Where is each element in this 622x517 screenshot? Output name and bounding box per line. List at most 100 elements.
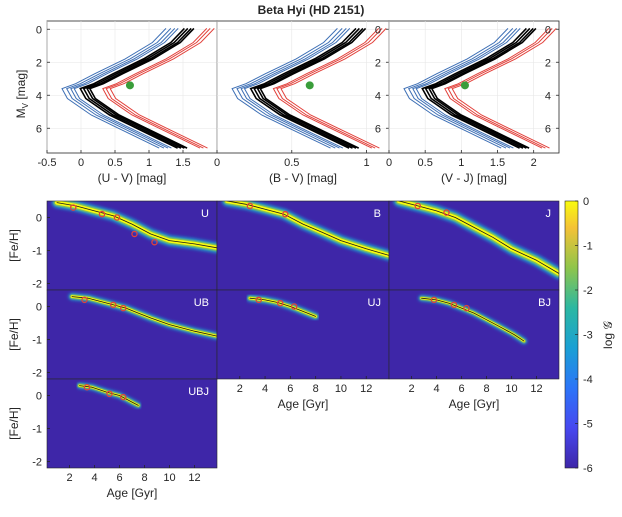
heat-xtick-label: 2 — [408, 383, 414, 395]
cmd-ytick-label: 0 — [545, 24, 551, 36]
heat-panel-label: J — [546, 208, 552, 220]
heat-ytick-label: -2 — [32, 456, 42, 468]
heat-panel-label: BJ — [538, 297, 551, 309]
cmd-xtick-label: 1.5 — [175, 157, 190, 169]
star-marker — [460, 81, 469, 90]
colorbar-tick-label: -4 — [583, 374, 593, 386]
heat-xtick-label: 8 — [141, 472, 147, 484]
heat-xtick-label: 2 — [66, 472, 72, 484]
heat-ylabel: [Fe/H] — [7, 407, 21, 440]
star-marker — [305, 81, 314, 90]
heat-ylabel: [Fe/H] — [7, 318, 21, 351]
isochrone-black-2 — [424, 27, 531, 149]
heat-ytick-label: 0 — [36, 301, 42, 313]
cmd-ytick-label: 0 — [36, 24, 42, 36]
isochrone-black-3 — [427, 27, 534, 149]
isochrone-red-2 — [447, 28, 553, 149]
red-marker — [131, 230, 138, 238]
red-marker — [414, 202, 421, 210]
cmd-ytick-label: 6 — [36, 123, 42, 135]
isochrone-blue-1 — [61, 28, 167, 149]
heat-band — [393, 201, 559, 280]
cmd-xtick-label: 0 — [214, 157, 220, 169]
red-marker — [246, 202, 254, 210]
isochrone-red-3 — [280, 28, 387, 149]
cmd-xtick-label: 2 — [531, 157, 537, 169]
isochrone-blue-3 — [70, 28, 176, 149]
cmd-panels: -0.5 0 0.5 1 1.5 (U - V) [mag] 0 2 4 6 0 0.5 1 (B - V… — [36, 20, 560, 185]
red-marker — [120, 304, 127, 312]
isochrone-black-4 — [259, 27, 367, 149]
heat-band — [246, 294, 320, 320]
red-marker — [151, 238, 158, 246]
isochrone-black-1 — [421, 27, 527, 149]
colorbar-tick-label: -5 — [583, 419, 593, 431]
red-marker — [450, 301, 458, 309]
heat-xlabel: Age [Gyr] — [278, 397, 329, 411]
isochrone-blue-1 — [403, 28, 509, 149]
heat-panel-bj: BJ 2 4 6 8 10 12 Age [Gyr] — [388, 289, 560, 411]
heat-axes-box — [46, 378, 218, 469]
heat-xtick-label: 10 — [163, 472, 175, 484]
heat-xtick-label: 6 — [287, 383, 293, 395]
heat-panel-label: UB — [194, 297, 209, 309]
red-marker — [282, 210, 289, 218]
cmd-xtick-label: 0 — [386, 157, 392, 169]
heat-xtick-label: 12 — [530, 383, 542, 395]
band-contour — [71, 296, 217, 337]
isochrone-blue-4 — [415, 28, 521, 149]
heat-band — [418, 295, 527, 345]
band-contour — [421, 297, 525, 342]
cmd-xtick-label: 1 — [458, 157, 464, 169]
red-marker — [83, 383, 91, 391]
isochrone-red-1 — [272, 28, 380, 149]
cmd-xlabel: (U - V) [mag] — [98, 171, 167, 185]
isochrone-blue-3 — [412, 28, 518, 149]
cmd-panel-3: 0 0.5 1 1.5 2 (V - J) [mag] 0 2 4 6 — [386, 20, 560, 185]
cmd-grid — [216, 21, 389, 153]
heat-background — [217, 290, 389, 379]
band-contour — [56, 202, 217, 249]
heat-xtick-label: 4 — [91, 472, 97, 484]
isochrone-red-1 — [444, 28, 550, 149]
colorbar-tick-label: 0 — [583, 196, 589, 208]
isochrone-blue-4 — [73, 28, 179, 149]
cmd-xtick-label: 1 — [146, 157, 152, 169]
cmd-xtick-label: 0 — [78, 157, 84, 169]
heat-xtick-label: 2 — [237, 383, 243, 395]
cmd-xtick-label: 1.5 — [490, 157, 505, 169]
isochrone-blue-2 — [407, 28, 514, 149]
red-marker — [106, 390, 113, 398]
isochrone-red-1 — [102, 28, 208, 149]
heat-xtick-label: 6 — [116, 472, 122, 484]
red-marker — [120, 393, 127, 401]
isochrone-black-3 — [85, 27, 192, 149]
isochrone-blue-3 — [240, 28, 347, 149]
heat-band — [68, 293, 217, 340]
cmd-xtick-label: 1 — [364, 157, 370, 169]
cmd-ytick-label: 2 — [375, 57, 381, 69]
band-contour — [249, 297, 316, 317]
heat-axes-box — [388, 289, 560, 380]
heat-panel-ub: UB 0 -1 -2 [Fe/H] — [7, 289, 218, 379]
colorbar-tick-label: -3 — [583, 330, 593, 342]
heat-panel-label: U — [201, 208, 209, 220]
heat-panel-j: J — [388, 200, 560, 291]
isochrone-blue-4 — [243, 28, 351, 149]
heat-background — [389, 201, 559, 290]
red-marker — [276, 299, 284, 307]
red-marker — [463, 304, 470, 312]
isochrone-black-4 — [88, 27, 195, 149]
cmd-ytick-label: 4 — [375, 90, 381, 102]
heat-band — [221, 201, 389, 261]
heat-xtick-label: 12 — [360, 383, 372, 395]
heat-xtick-label: 6 — [458, 383, 464, 395]
cmd-xlabel: (V - J) [mag] — [441, 171, 507, 185]
isochrone-black-3 — [256, 27, 364, 149]
heat-xtick-label: 10 — [505, 383, 517, 395]
colorbar-label: log 𝒢 — [601, 321, 615, 349]
isochrone-red-3 — [109, 28, 215, 149]
heat-xtick-label: 4 — [262, 383, 268, 395]
